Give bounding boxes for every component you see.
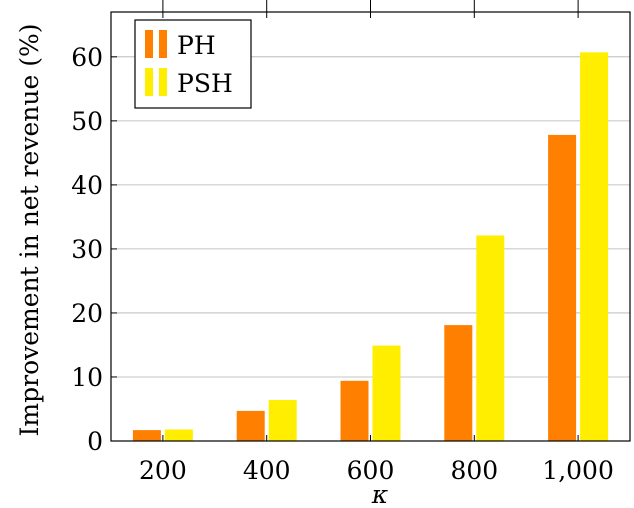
x-tick-label: 200 (139, 456, 187, 485)
legend-swatch-ph (145, 30, 153, 58)
x-axis-ticks: 200 400 600 800 1,000 (139, 0, 614, 485)
legend: PH PSH (134, 19, 252, 109)
bar-psh-600 (372, 345, 401, 441)
y-axis-ticks: 0 10 20 30 40 50 60 (71, 43, 117, 456)
x-tick-label: 400 (243, 456, 291, 485)
bar-psh-800 (476, 235, 505, 441)
legend-label-ph: PH (177, 31, 216, 60)
bar-psh-1000 (580, 52, 609, 441)
x-axis-title: κ (371, 480, 389, 508)
y-tick-label: 30 (71, 235, 103, 264)
bars (132, 52, 609, 441)
y-tick-label: 40 (71, 171, 103, 200)
y-tick-label: 50 (71, 107, 103, 136)
y-tick-label: 0 (87, 427, 103, 456)
legend-label-psh: PSH (177, 69, 233, 98)
bar-ph-1000 (548, 134, 577, 441)
bar-psh-400 (268, 400, 297, 441)
y-axis-title: Improvement in net revenue (%) (15, 24, 44, 437)
legend-box (134, 19, 252, 109)
legend-swatch-ph (159, 30, 167, 58)
y-tick-label: 10 (71, 363, 103, 392)
bar-ph-200 (132, 430, 161, 441)
legend-swatch-psh (159, 68, 167, 96)
x-tick-label: 800 (450, 456, 498, 485)
bar-ph-400 (236, 410, 265, 441)
bar-ph-600 (340, 380, 369, 441)
bar-ph-800 (444, 325, 473, 441)
y-tick-label: 60 (71, 43, 103, 72)
x-tick-label: 600 (347, 456, 395, 485)
bar-psh-200 (164, 429, 193, 441)
x-tick-label: 1,000 (542, 456, 614, 485)
y-tick-label: 20 (71, 299, 103, 328)
legend-swatch-psh (145, 68, 153, 96)
